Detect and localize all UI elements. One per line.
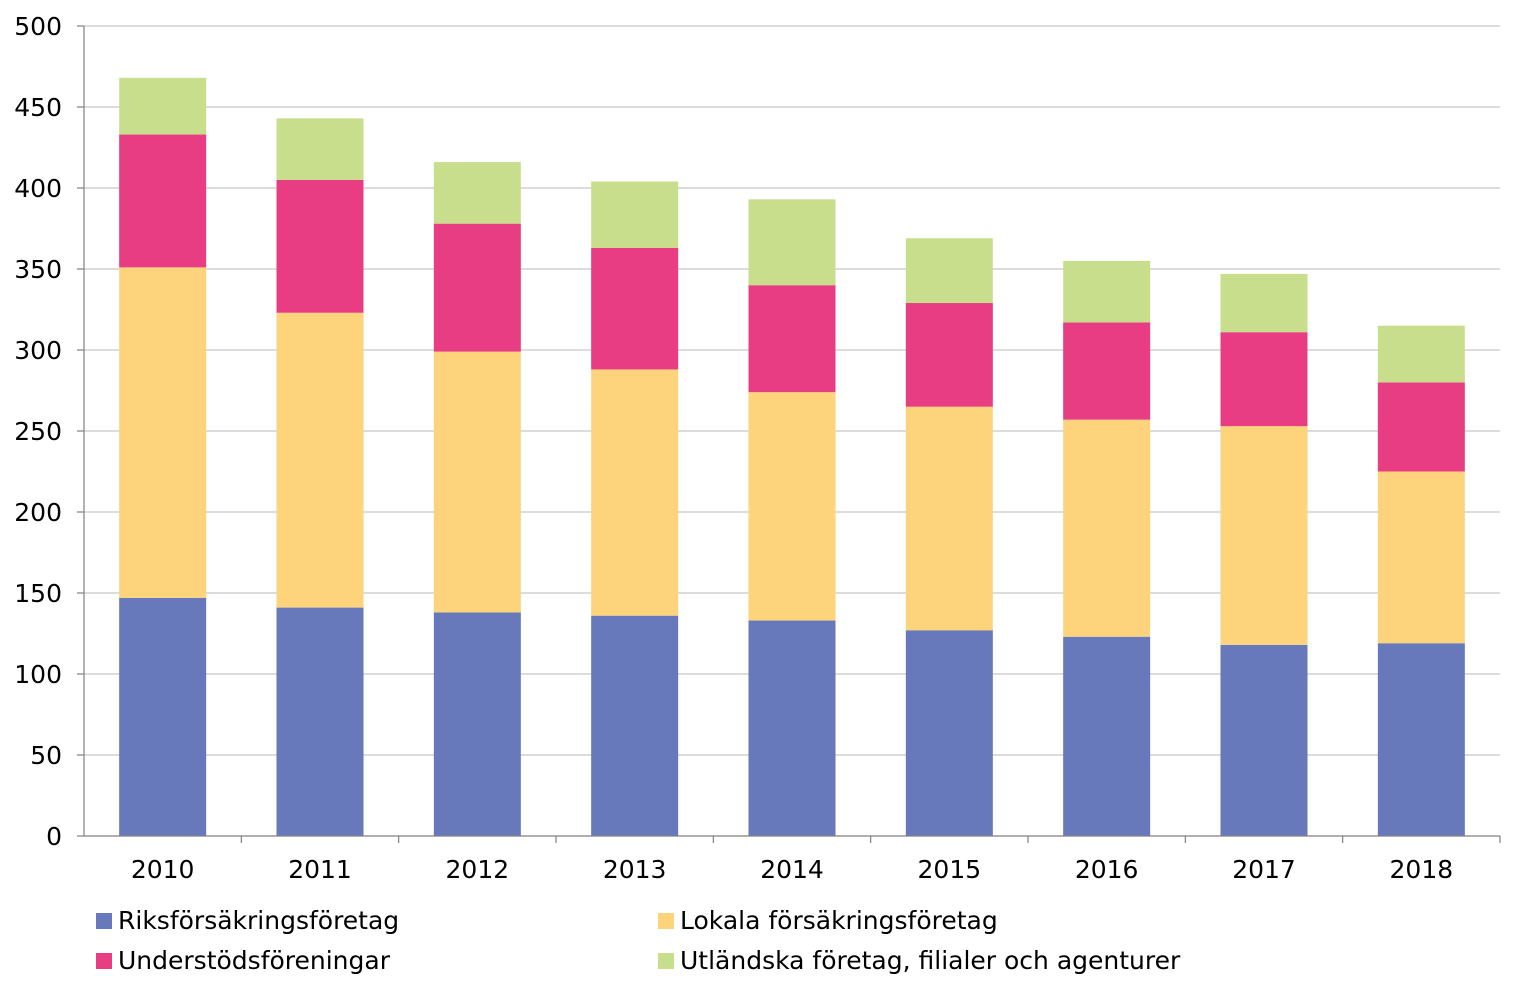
- bar-2013-series-1: [591, 369, 679, 616]
- bar-2010-series-2: [119, 134, 207, 268]
- y-tick-label: 350: [14, 255, 62, 284]
- y-tick-label: 150: [14, 579, 62, 608]
- bar-2015-series-2: [905, 303, 993, 407]
- bar-2014-series-1: [748, 392, 836, 621]
- x-tick-label: 2013: [603, 855, 667, 884]
- bar-2015-series-0: [905, 630, 993, 836]
- bar-2016-series-1: [1063, 419, 1151, 637]
- bar-2011-series-3: [276, 118, 364, 180]
- x-tick-label: 2010: [131, 855, 195, 884]
- y-tick-label: 400: [14, 174, 62, 203]
- bar-2018-series-1: [1377, 471, 1465, 644]
- bar-2016-series-0: [1063, 636, 1151, 836]
- x-tick-label: 2015: [918, 855, 982, 884]
- bar-2018-series-3: [1377, 325, 1465, 383]
- bars: [119, 77, 1465, 836]
- x-tick-label: 2017: [1232, 855, 1296, 884]
- y-tick-label: 250: [14, 417, 62, 446]
- bar-2011-series-2: [276, 179, 364, 313]
- y-axis-ticks: 0 50 100 150 200 250 300 350 400 450 500: [14, 12, 84, 851]
- bar-2012-series-2: [433, 223, 521, 352]
- bar-2017-series-1: [1220, 426, 1308, 645]
- bar-2012-series-3: [433, 162, 521, 224]
- bar-2018-series-2: [1377, 382, 1465, 472]
- y-tick-label: 500: [14, 12, 62, 41]
- bar-2015-series-1: [905, 406, 993, 631]
- bar-2016-series-3: [1063, 260, 1151, 323]
- bar-2012-series-1: [433, 351, 521, 613]
- bar-2010-series-1: [119, 267, 207, 598]
- bar-2011-series-0: [276, 607, 364, 836]
- y-tick-label: 200: [14, 498, 62, 527]
- y-tick-label: 100: [14, 660, 62, 689]
- bar-2018-series-0: [1377, 643, 1465, 836]
- y-tick-label: 50: [30, 741, 62, 770]
- x-tick-label: 2016: [1075, 855, 1139, 884]
- bar-2010-series-3: [119, 77, 207, 135]
- y-tick-label: 0: [46, 822, 62, 851]
- y-tick-label: 450: [14, 93, 62, 122]
- bar-2014-series-2: [748, 285, 836, 393]
- y-tick-label: 300: [14, 336, 62, 365]
- bar-2017-series-2: [1220, 332, 1308, 427]
- bar-2015-series-3: [905, 238, 993, 304]
- bar-2014-series-0: [748, 620, 836, 836]
- bar-2012-series-0: [433, 612, 521, 836]
- bar-2014-series-3: [748, 199, 836, 286]
- bar-2017-series-0: [1220, 644, 1308, 836]
- bar-2013-series-2: [591, 247, 679, 370]
- bar-2017-series-3: [1220, 273, 1308, 333]
- x-tick-label: 2014: [760, 855, 824, 884]
- bar-2013-series-3: [591, 181, 679, 248]
- bar-2016-series-2: [1063, 322, 1151, 420]
- bar-2010-series-0: [119, 597, 207, 836]
- bar-2011-series-1: [276, 312, 364, 608]
- bar-2013-series-0: [591, 615, 679, 836]
- x-axis-ticks: 2010 2011 2012 2013 2014 2015 2016 2017 2018: [131, 836, 1501, 884]
- x-tick-label: 2012: [446, 855, 510, 884]
- x-tick-label: 2018: [1390, 855, 1454, 884]
- x-tick-label: 2011: [288, 855, 352, 884]
